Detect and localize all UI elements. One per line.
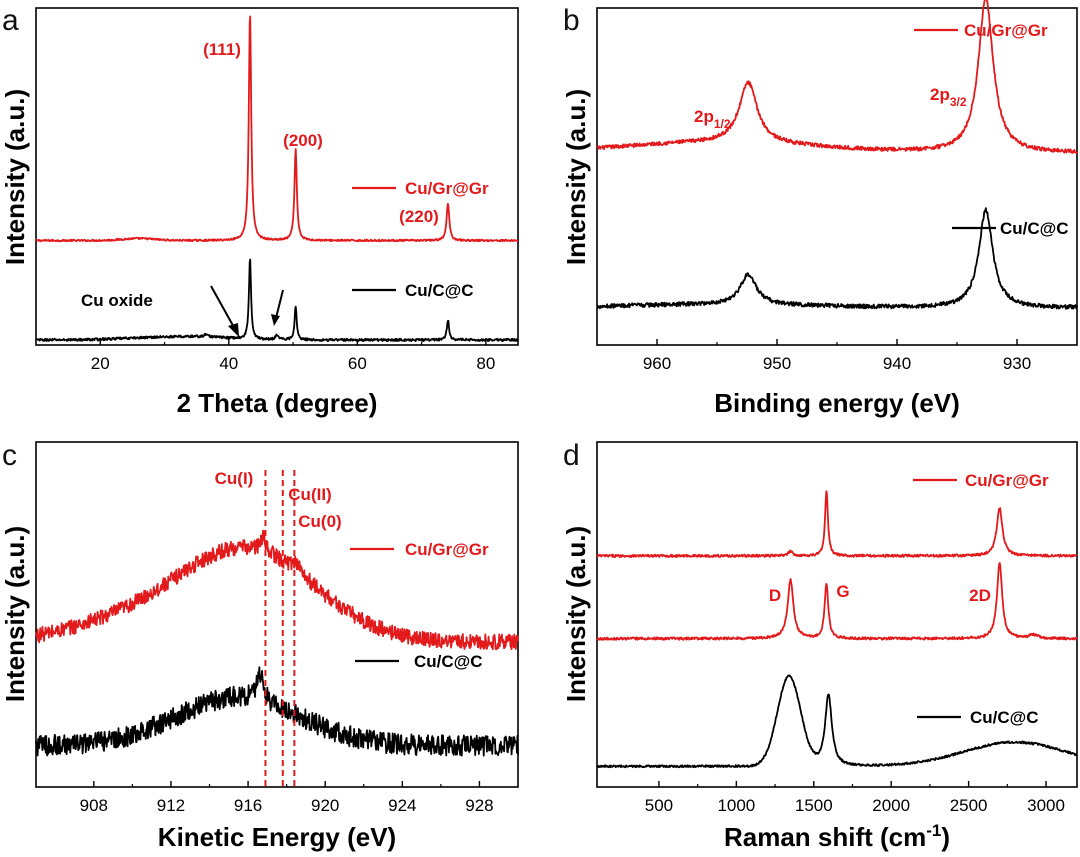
y-axis-title: Intensity (a.u.) [561,89,591,265]
x-axis-title: Kinetic Energy (eV) [158,822,396,852]
y-axis-title: Intensity (a.u.) [0,526,30,702]
plot-frame [596,441,1078,788]
tick-group: 500 1000 1500 2000 2500 3000 [645,781,1065,815]
x-tick-label: 1500 [795,796,833,815]
x-tick-label: 908 [80,796,108,815]
series-group [596,490,1078,769]
x-tick-label: 912 [157,796,185,815]
tick-group: 20 40 60 80 [91,339,495,373]
panel-a: a 20 40 60 80 2 Theta (degree) Intensity (a… [0,4,519,418]
cu-oxide-arrow-2 [275,289,284,319]
series-group [35,15,519,342]
cu-oxide-label: Cu oxide [81,291,153,310]
x-tick-label: 940 [883,354,911,373]
x-axis-title: Binding energy (eV) [714,388,960,418]
x-tick-label: 2000 [872,796,910,815]
panel-letter-d: d [563,439,580,472]
x-tick-label: 920 [311,796,339,815]
x-tick-label: 930 [1003,354,1031,373]
peak-label-220: (220) [399,207,439,226]
y-axis-title: Intensity (a.u.) [561,526,591,702]
panel-letter-a: a [2,4,19,37]
x-axis-title-end: ) [941,822,950,852]
x-axis-title-main: Raman shift (cm [724,822,926,852]
series-line [35,15,519,243]
ref-label-cu-ii: Cu(II) [288,485,331,504]
x-tick-label: 1000 [717,796,755,815]
legend-label-cu-c-c: Cu/C@C [1000,219,1069,238]
x-tick-label: 960 [643,354,671,373]
legend-label-cu-c-c: Cu/C@C [414,652,483,671]
peak-label-2d: 2D [969,586,991,605]
series-line [596,0,1078,154]
panel-c: c 908 912 916 920 924 928 Kinetic Energy (eV)… [0,439,519,852]
x-tick-label: 2500 [950,796,988,815]
legend-label-cu-gr-gr: Cu/Gr@Gr [405,179,489,198]
cu-oxide-arrow-1 [210,285,237,332]
plot-frame [35,7,519,346]
legend-label-cu-c-c: Cu/C@C [970,708,1039,727]
peak-label-2p12: 2p1/2 [694,107,731,131]
x-tick-label: 20 [91,354,110,373]
series-line [596,562,1078,641]
x-tick-label: 924 [388,796,416,815]
peak-label-2p32: 2p3/2 [930,85,967,109]
peak-label-111: (111) [203,40,241,59]
ref-label-cu-i: Cu(I) [215,469,254,488]
x-tick-label: 950 [763,354,791,373]
panel-b: b 960 950 940 930 Binding energy (eV) Inten… [561,0,1078,418]
x-tick-label: 60 [348,354,367,373]
panel-d: d 500 1000 1500 2000 2500 3000 Raman shift (c… [561,439,1078,852]
series-group [596,0,1078,310]
peak-label-2p32-sub: 3/2 [950,95,967,109]
x-tick-label: 3000 [1027,796,1065,815]
tick-group: 960 950 940 930 [643,339,1031,373]
series-group [35,529,519,757]
series-line [596,674,1078,769]
x-tick-label: 928 [465,796,493,815]
legend-label-cu-gr-gr: Cu/Gr@Gr [964,21,1048,40]
series-line [596,490,1078,558]
x-axis-title-sup: -1 [926,821,941,840]
peak-label-2p12-main: 2p [694,107,714,126]
plot-frame [35,441,519,788]
peak-label-200: (200) [283,131,323,150]
x-tick-label: 80 [476,354,495,373]
peak-label-d: D [769,586,781,605]
legend-label-cu-c-c: Cu/C@C [405,281,474,300]
cu-oxide-arrowhead-1 [228,323,239,337]
x-tick-label: 916 [234,796,262,815]
x-axis-title: Raman shift (cm-1) [724,821,950,852]
reference-lines [264,470,296,787]
legend-label-cu-gr-gr: Cu/Gr@Gr [405,540,489,559]
tick-group: 908 912 916 920 924 928 [80,781,494,815]
ref-label-cu-0: Cu(0) [298,512,341,531]
peak-label-g: G [836,582,849,601]
peak-label-2p32-main: 2p [930,85,950,104]
x-tick-label: 500 [645,796,673,815]
panel-letter-c: c [2,439,17,472]
series-line [35,529,519,651]
panel-letter-b: b [563,4,580,37]
peak-label-2p12-sub: 1/2 [714,117,731,131]
x-tick-label: 40 [219,354,238,373]
series-line [596,207,1078,310]
series-line [35,666,519,757]
x-axis-title: 2 Theta (degree) [177,388,378,418]
y-axis-title: Intensity (a.u.) [0,89,30,265]
legend-label-cu-gr-gr: Cu/Gr@Gr [965,471,1049,490]
cu-oxide-arrowhead-2 [271,314,280,326]
series-line [35,258,519,342]
plot-frame [596,7,1078,346]
